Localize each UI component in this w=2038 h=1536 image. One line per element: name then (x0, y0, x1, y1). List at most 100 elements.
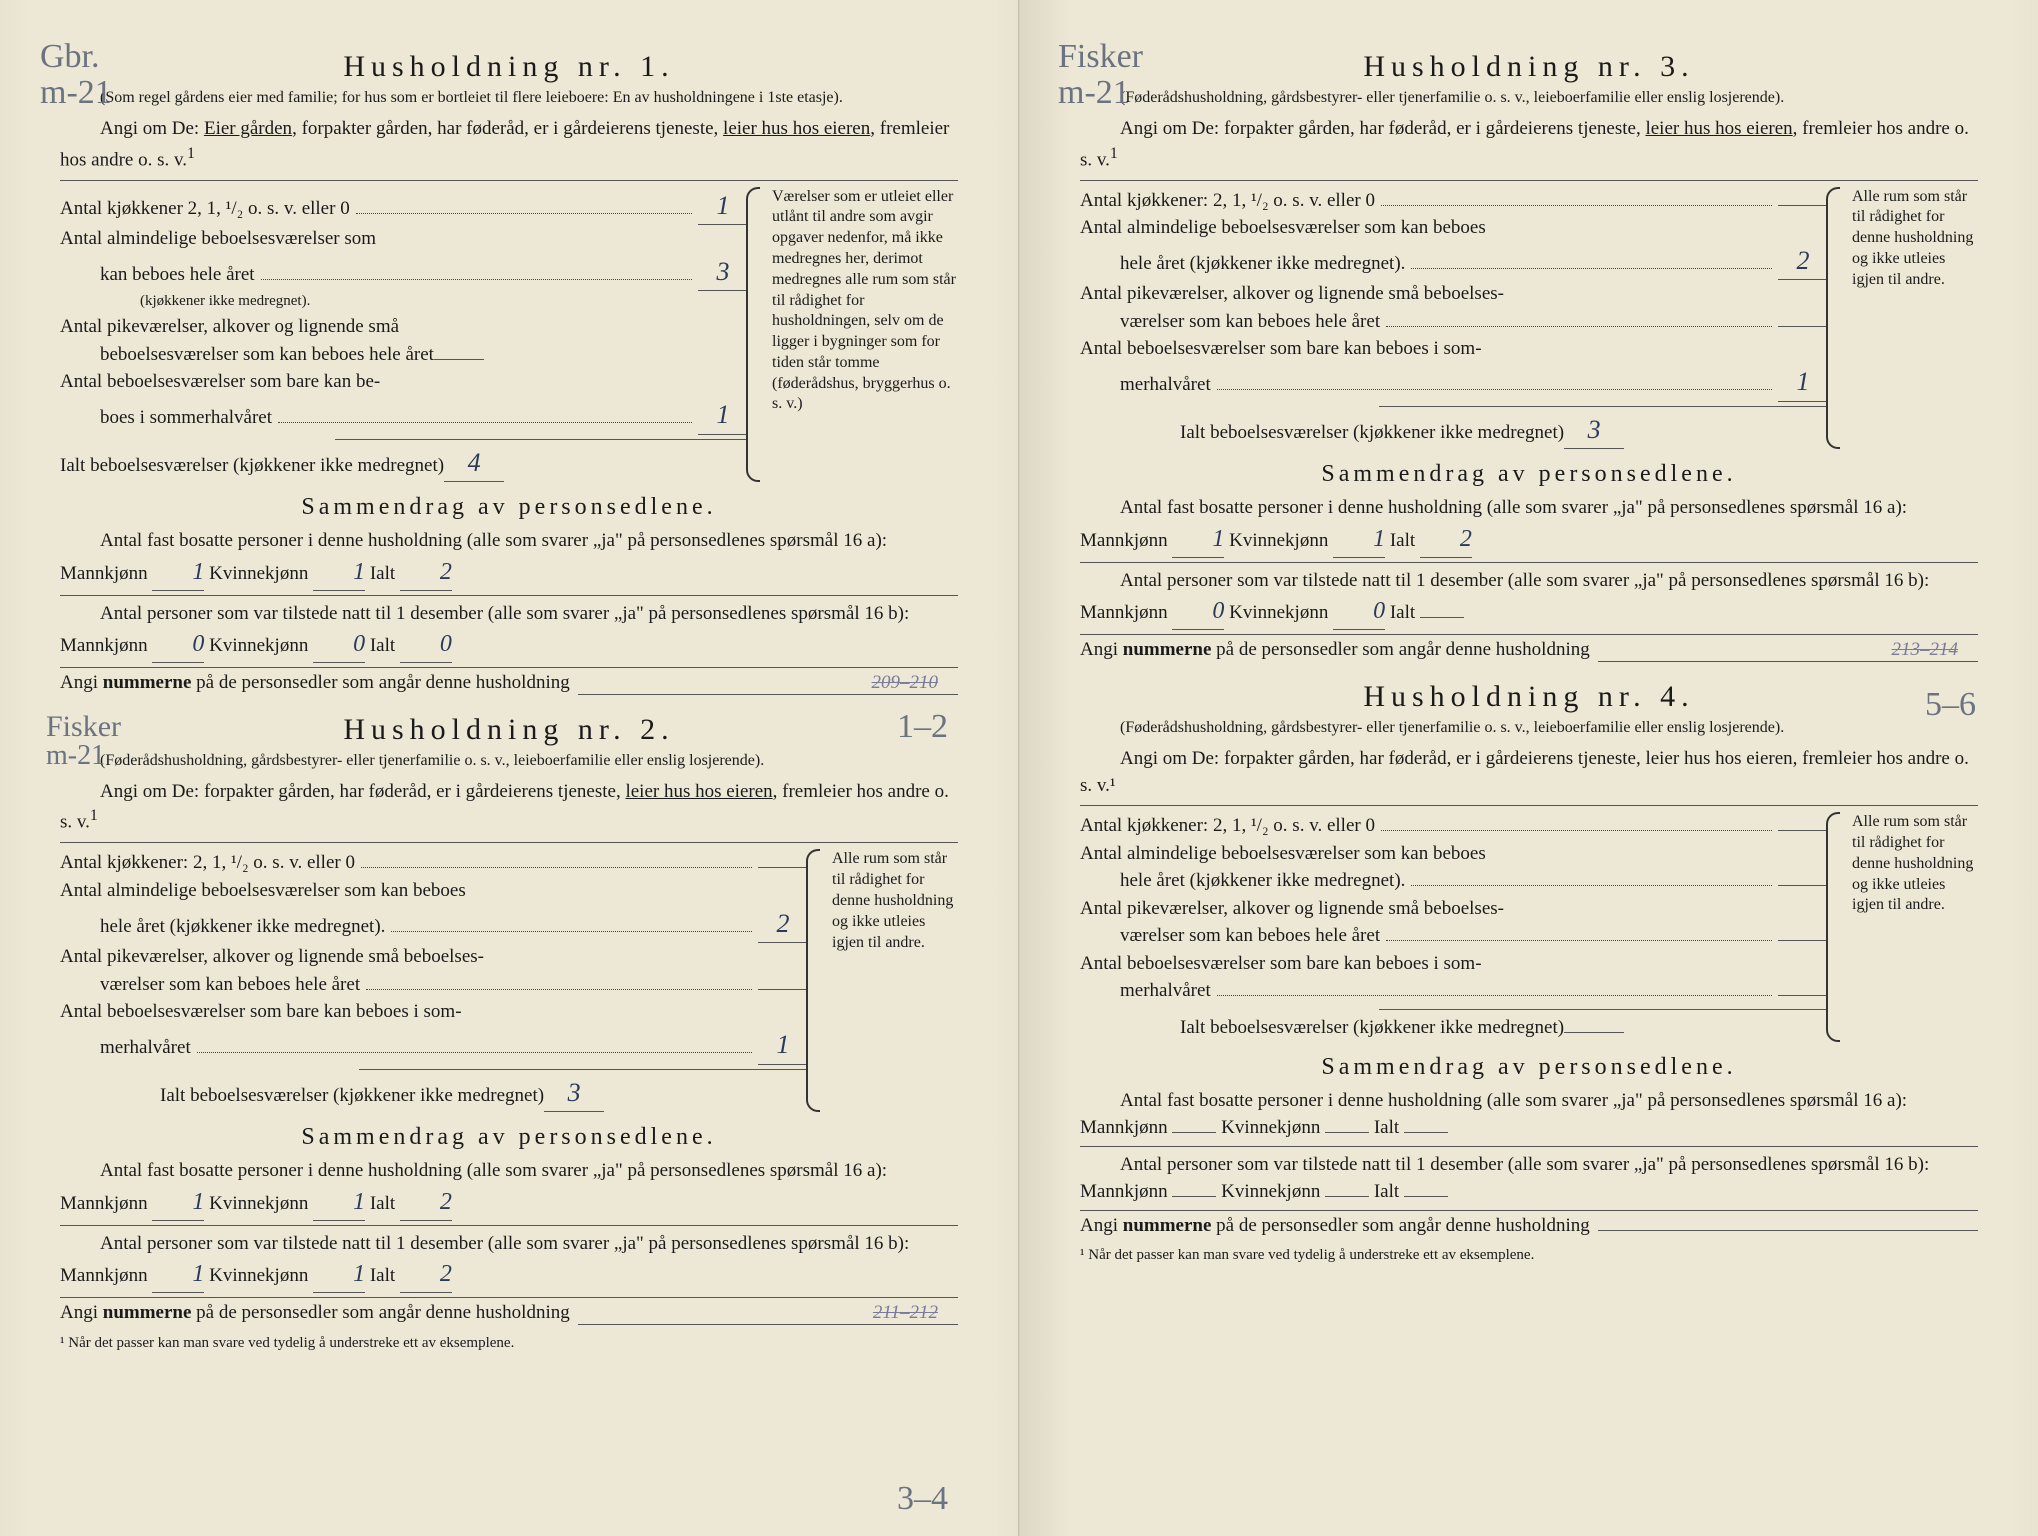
h3-p1-m: 1 (1172, 522, 1224, 558)
h2-row4b-label: merhalvåret (60, 1034, 191, 1062)
h1-row4-value: 1 (698, 396, 748, 435)
h2-row3-value (758, 989, 808, 990)
h1-row4a-label: Antal beboelsesværelser som bare kan be- (60, 368, 380, 396)
page-right: Fisker m-21 Husholdning nr. 3. (Føderåds… (1019, 0, 2038, 1536)
h3-row4b-label: merhalvåret (1080, 371, 1211, 399)
h2-row1-label: Antal kjøkkener: 2, 1, ¹/₂ o. s. v. elle… (60, 849, 355, 877)
h4-p1-t (1404, 1132, 1448, 1133)
handwriting-pagenum-34: 3–4 (897, 1480, 948, 1518)
household-1: Husholdning nr. 1. (Som regel gårdens ei… (60, 50, 958, 695)
h3-p2: Antal personer som var tilstede natt til… (1080, 567, 1978, 630)
h4-row2b-label: hele året (kjøkkener ikke medregnet). (1080, 867, 1405, 895)
household-4-title: Husholdning nr. 4. (1080, 680, 1978, 714)
household-2-title: Husholdning nr. 2. (60, 713, 958, 747)
h4-row2-value (1778, 885, 1828, 886)
h4-row3b-label: værelser som kan beboes hele året (1080, 922, 1380, 950)
h4-p1-m (1172, 1132, 1216, 1133)
household-2: Husholdning nr. 2. (Føderådshusholdning,… (60, 713, 958, 1352)
h3-nummer: Angi nummerne på de personsedler som ang… (1080, 639, 1978, 662)
h1-nummer: Angi nummerne på de personsedler som ang… (60, 672, 958, 695)
h4-row5-label: Ialt beboelsesværelser (kjøkkener ikke m… (1080, 1014, 1564, 1042)
h2-row2a-label: Antal almindelige beboelsesværelser som … (60, 877, 466, 905)
h4-row3-value (1778, 940, 1828, 941)
h1-nummer-value: 209–210 (578, 672, 958, 695)
h2-p1-m: 1 (152, 1185, 204, 1221)
household-4-subtitle: (Føderådshusholdning, gårdsbestyrer- ell… (1080, 718, 1978, 738)
h4-side-note: Alle rum som står til rådighet for denne… (1838, 812, 1978, 1041)
h2-row5-label: Ialt beboelsesværelser (kjøkkener ikke m… (60, 1082, 544, 1110)
h3-row1-value (1778, 205, 1828, 206)
h1-p2: Antal personer som var tilstede natt til… (60, 600, 958, 663)
h3-p2-m: 0 (1172, 594, 1224, 630)
h3-p1: Antal fast bosatte personer i denne hush… (1080, 494, 1978, 557)
h4-summary-title: Sammendrag av personsedlene. (1080, 1054, 1978, 1081)
h3-row3-value (1778, 326, 1828, 327)
handwriting-top-right-1: Fisker (1058, 38, 1143, 76)
h3-side-note: Alle rum som står til rådighet for denne… (1838, 187, 1978, 450)
h1-side-note: Værelser som er utleiet eller utlånt til… (758, 187, 958, 483)
h4-p1: Antal fast bosatte personer i denne hush… (1080, 1087, 1978, 1142)
household-1-title: Husholdning nr. 1. (60, 50, 958, 84)
h3-row2a-label: Antal almindelige beboelsesværelser som … (1080, 214, 1486, 242)
h2-summary-title: Sammendrag av personsedlene. (60, 1124, 958, 1151)
h1-row5-value: 4 (444, 444, 504, 483)
h3-row2-value: 2 (1778, 242, 1828, 281)
page-left: Gbr. m-21 Husholdning nr. 1. (Som regel … (0, 0, 1019, 1536)
handwriting-pagenum-12: 1–2 (897, 708, 948, 746)
handwriting-pagenum-56: 5–6 (1925, 686, 1976, 724)
h2-row4-value: 1 (758, 1026, 808, 1065)
h2-p2-k: 1 (313, 1257, 365, 1293)
h4-row2a-label: Antal almindelige beboelsesværelser som … (1080, 840, 1486, 868)
h2-row2-value: 2 (758, 905, 808, 944)
h3-p1-t: 2 (1420, 522, 1472, 558)
h4-row3a-label: Antal pikeværelser, alkover og lignende … (1080, 895, 1504, 923)
h2-row1-value (758, 867, 808, 868)
h3-row5-value: 3 (1564, 411, 1624, 450)
h1-row2c-label: (kjøkkener ikke medregnet). (60, 291, 310, 313)
h3-row2b-label: hele året (kjøkkener ikke medregnet). (1080, 250, 1405, 278)
h1-p1: Antal fast bosatte personer i denne hush… (60, 527, 958, 590)
h2-p1-t: 2 (400, 1185, 452, 1221)
h4-row5-value (1564, 1032, 1624, 1033)
h1-row1-value: 1 (698, 187, 748, 226)
household-3-subtitle: (Føderådshusholdning, gårdsbestyrer- ell… (1080, 88, 1978, 108)
handwriting-mid-left-2: m-21 (46, 740, 105, 772)
h3-p2-k: 0 (1333, 594, 1385, 630)
h1-p1-k: 1 (313, 555, 365, 591)
h3-p1-k: 1 (1333, 522, 1385, 558)
h4-p2-m (1172, 1196, 1216, 1197)
h3-p2-t (1420, 617, 1464, 618)
h1-p2-k: 0 (313, 627, 365, 663)
handwriting-mid-left: Fisker (46, 710, 121, 744)
household-3: Husholdning nr. 3. (Føderådshusholdning,… (1080, 50, 1978, 662)
h1-p2-m: 0 (152, 627, 204, 663)
h4-p1-k (1325, 1132, 1369, 1133)
household-4: Husholdning nr. 4. (Føderådshusholdning,… (1080, 680, 1978, 1264)
h2-nummer-value: 211–212 (578, 1302, 958, 1325)
household-3-question: Angi om De: forpakter gården, har føderå… (1080, 116, 1978, 174)
h1-row2-value: 3 (698, 253, 748, 292)
h2-p2-t: 2 (400, 1257, 452, 1293)
h3-row4a-label: Antal beboelsesværelser som bare kan beb… (1080, 335, 1482, 363)
h1-p1-m: 1 (152, 555, 204, 591)
h3-row3b-label: værelser som kan beboes hele året (1080, 308, 1380, 336)
h3-nummer-value: 213–214 (1598, 639, 1978, 662)
h1-p2-t: 0 (400, 627, 452, 663)
handwriting-top-right-2: m-21 (1058, 74, 1130, 112)
h2-p1-k: 1 (313, 1185, 365, 1221)
h2-row5-value: 3 (544, 1074, 604, 1113)
h1-row3a-label: Antal pikeværelser, alkover og lignende … (60, 313, 399, 341)
household-2-subtitle: (Føderådshusholdning, gårdsbestyrer- ell… (60, 751, 958, 771)
h4-row1-label: Antal kjøkkener: 2, 1, ¹/₂ o. s. v. elle… (1080, 812, 1375, 840)
household-4-question: Angi om De: forpakter gården, har føderå… (1080, 746, 1978, 799)
footnote-left: ¹ Når det passer kan man svare ved tydel… (60, 1335, 958, 1352)
h3-row5-label: Ialt beboelsesværelser (kjøkkener ikke m… (1080, 419, 1564, 447)
h3-summary-title: Sammendrag av personsedlene. (1080, 461, 1978, 488)
document-spread: Gbr. m-21 Husholdning nr. 1. (Som regel … (0, 0, 2038, 1536)
h4-row1-value (1778, 830, 1828, 831)
h1-row3b-label: beboelsesværelser som kan beboes hele år… (60, 341, 434, 369)
household-1-subtitle: (Som regel gårdens eier med familie; for… (60, 88, 958, 108)
h2-row2b-label: hele året (kjøkkener ikke medregnet). (60, 913, 385, 941)
handwriting-top-left-1: Gbr. (40, 38, 100, 76)
h2-nummer: Angi nummerne på de personsedler som ang… (60, 1302, 958, 1325)
